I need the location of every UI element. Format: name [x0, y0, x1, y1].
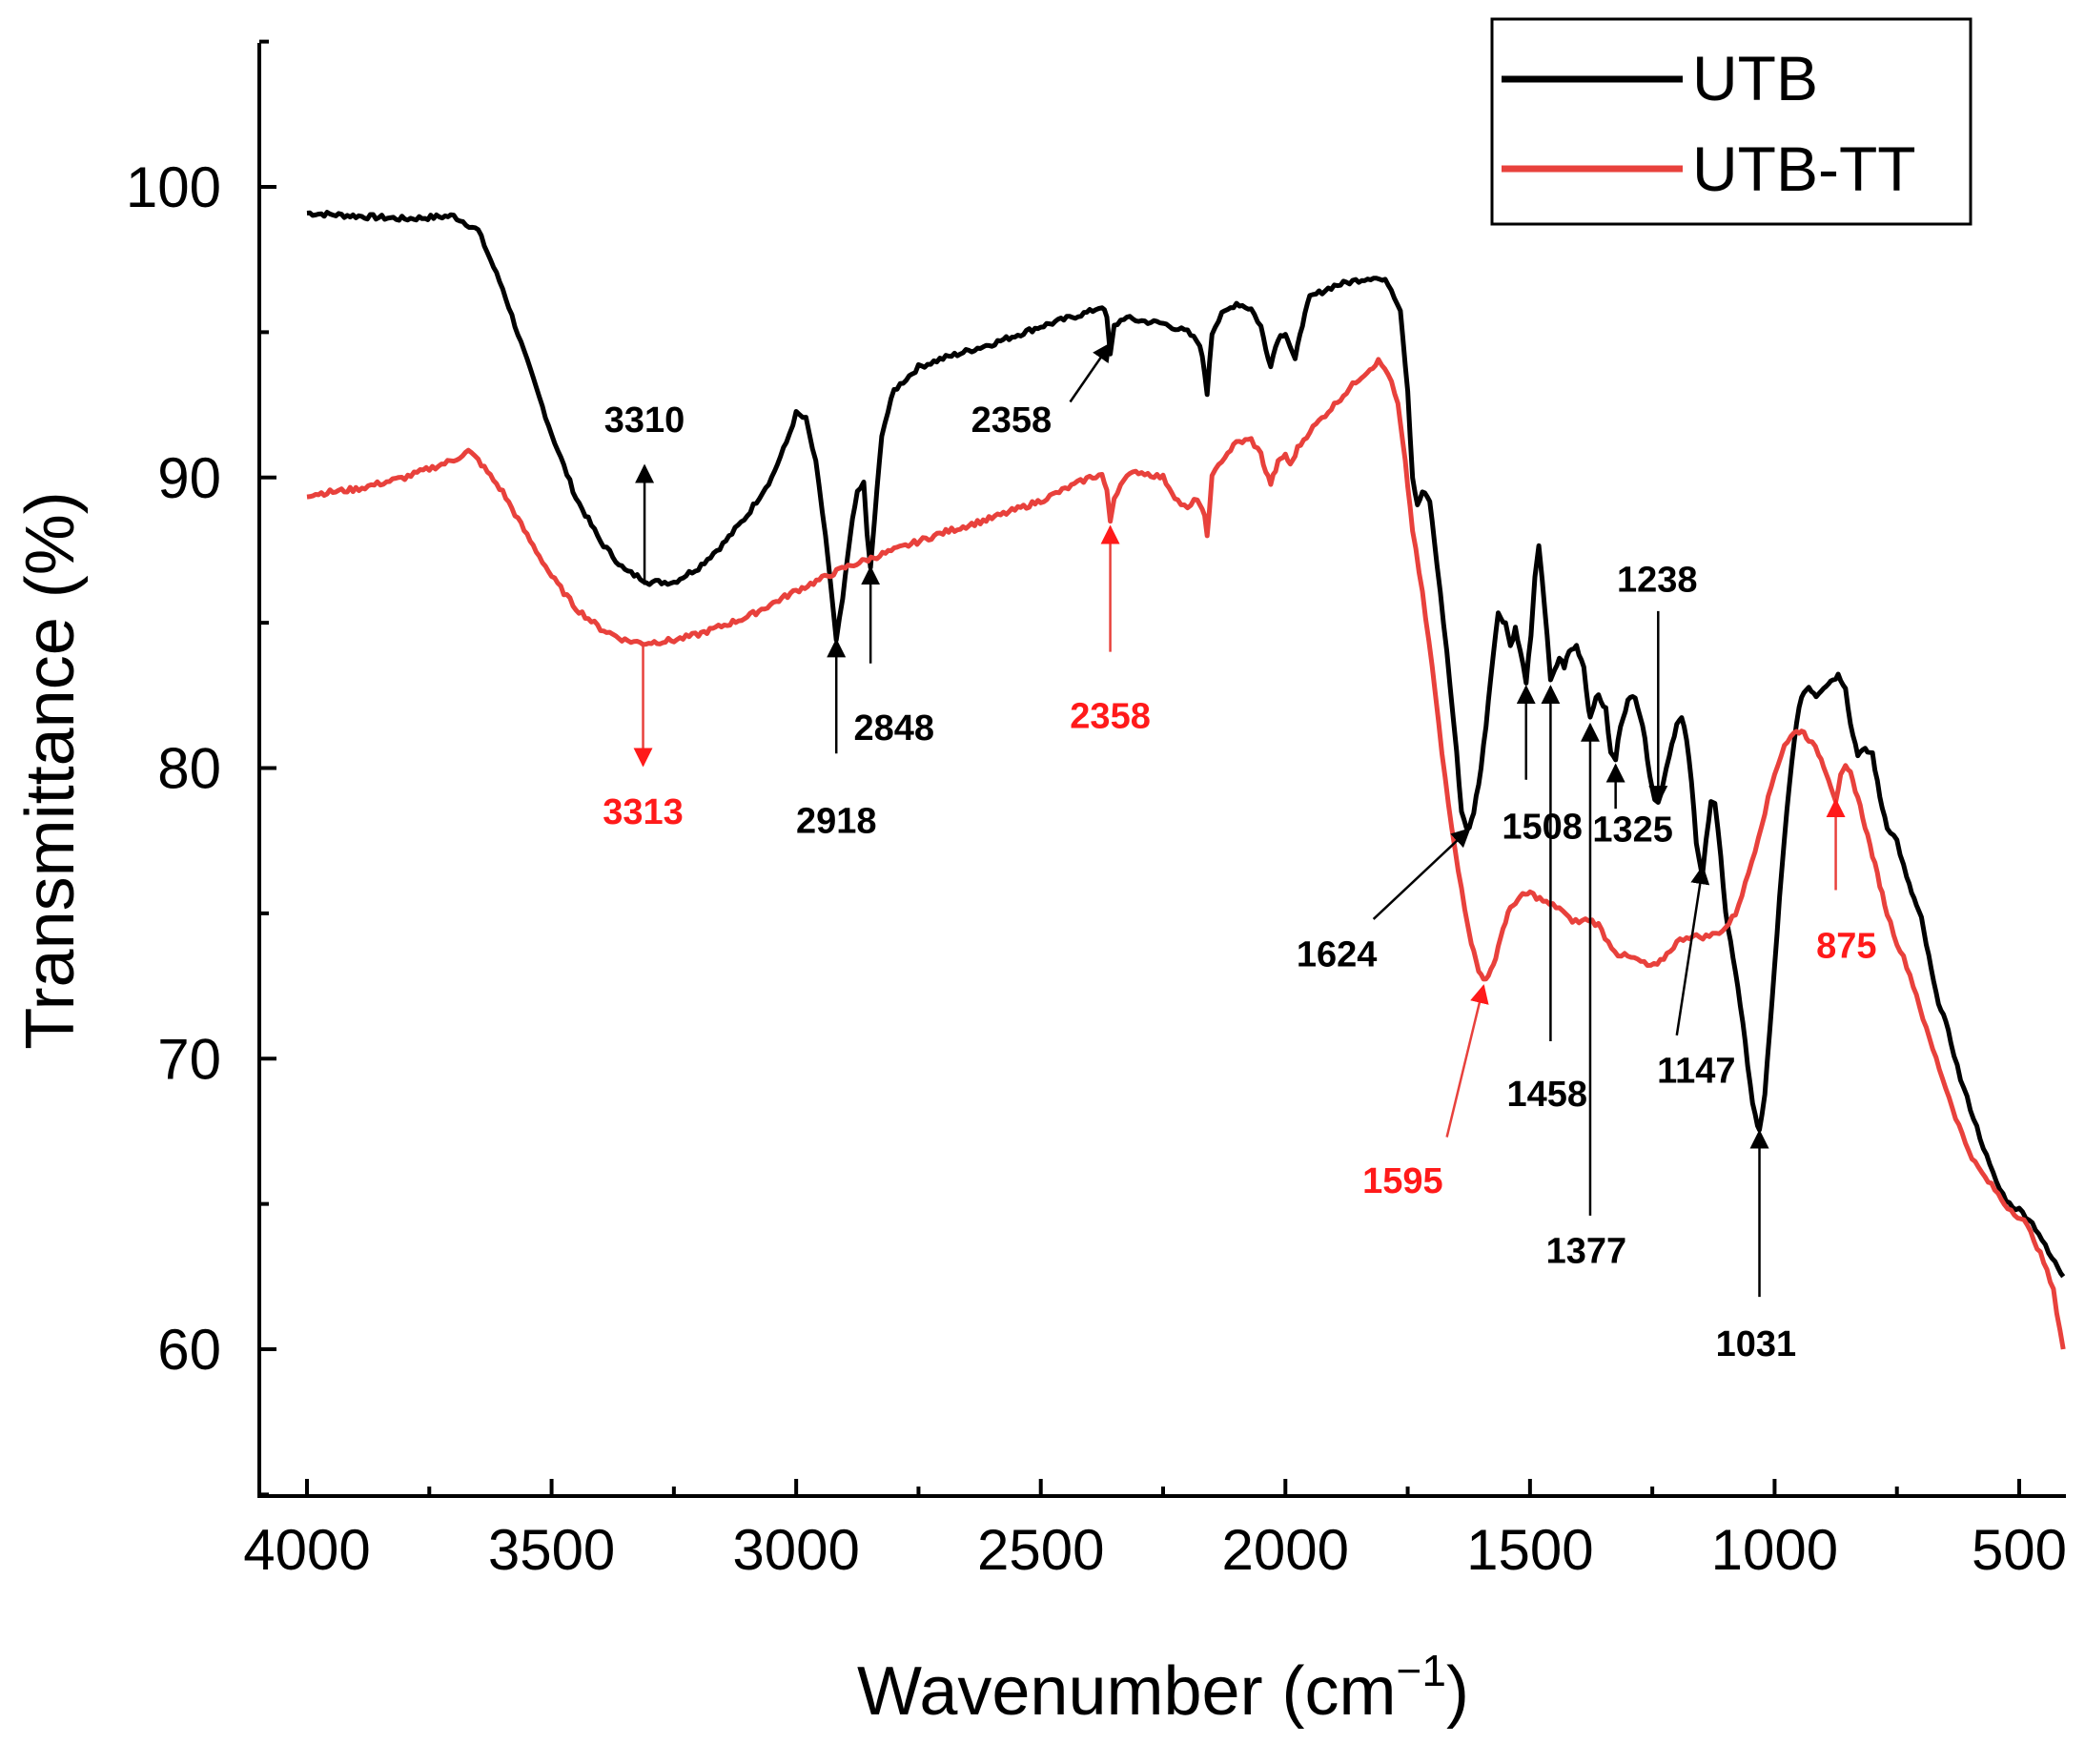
- peak-label-875: 875: [1816, 926, 1876, 966]
- x-axis-title: Wavenumber (cm−1): [857, 1646, 1469, 1730]
- y-tick-label: 60: [157, 1318, 221, 1382]
- peak-label-2918: 2918: [796, 801, 877, 841]
- x-tick-label: 3000: [732, 1518, 859, 1582]
- legend-box: [1490, 17, 1973, 226]
- x-tick-label: 4000: [243, 1518, 370, 1582]
- peak-label-1377: 1377: [1546, 1231, 1627, 1271]
- series-line-utb: [306, 210, 2066, 1279]
- peak-label-2848: 2848: [853, 708, 934, 749]
- plot-area: [306, 210, 2066, 1350]
- peak-label-1031: 1031: [1716, 1324, 1797, 1364]
- peak-label-1624: 1624: [1297, 935, 1378, 975]
- y-tick-label: 80: [157, 737, 221, 801]
- legend-label-utb: UTB: [1692, 43, 1818, 113]
- legend-label-utb-tt: UTB-TT: [1692, 133, 1916, 204]
- y-tick-label: 100: [126, 155, 221, 219]
- peak-label-2358: 2358: [971, 400, 1053, 441]
- x-axis-title-sup: −1: [1397, 1646, 1446, 1695]
- x-tick-label: 1500: [1466, 1518, 1593, 1582]
- annotation-arrow: [1372, 828, 1471, 920]
- y-tick-label: 90: [157, 446, 221, 510]
- x-tick-label: 2500: [977, 1518, 1104, 1582]
- y-ticks: 60 70 80 90 100: [126, 39, 276, 1497]
- peak-label-1238: 1238: [1617, 560, 1698, 600]
- y-tick-label: 70: [157, 1027, 221, 1091]
- annotation-arrow: [1675, 865, 1710, 1036]
- x-axis-title-main: Wavenumber (cm: [857, 1653, 1396, 1730]
- x-tick-label: 500: [1972, 1518, 2067, 1582]
- peak-annotations: 3310 3313 2918 2848 2358 2358 1624 1595 1508 1458…: [603, 341, 1877, 1364]
- annotation-arrow: [1069, 341, 1112, 403]
- x-axis-title-close: ): [1446, 1653, 1469, 1730]
- peak-label-1458: 1458: [1507, 1075, 1588, 1115]
- x-tick-label: 2000: [1222, 1518, 1349, 1582]
- peak-label-1147: 1147: [1657, 1051, 1735, 1091]
- annotation-arrow: [1445, 984, 1489, 1138]
- series-line-utb-tt: [306, 357, 2066, 1350]
- y-axis-title: Transmittance (%): [12, 491, 89, 1049]
- peak-label-3313: 3313: [603, 792, 684, 832]
- legend: UTB UTB-TT: [1490, 17, 1973, 226]
- peak-label-3310: 3310: [604, 400, 685, 441]
- peak-label-1595: 1595: [1362, 1161, 1443, 1201]
- x-ticks: 4000 3500 3000 2500 2000 1500 1000 500: [243, 1479, 2067, 1582]
- peak-label-2358: 2358: [1070, 697, 1151, 737]
- x-tick-label: 1000: [1711, 1518, 1838, 1582]
- peak-label-1508: 1508: [1502, 807, 1583, 847]
- x-tick-label: 3500: [488, 1518, 615, 1582]
- peak-label-1325: 1325: [1592, 810, 1673, 850]
